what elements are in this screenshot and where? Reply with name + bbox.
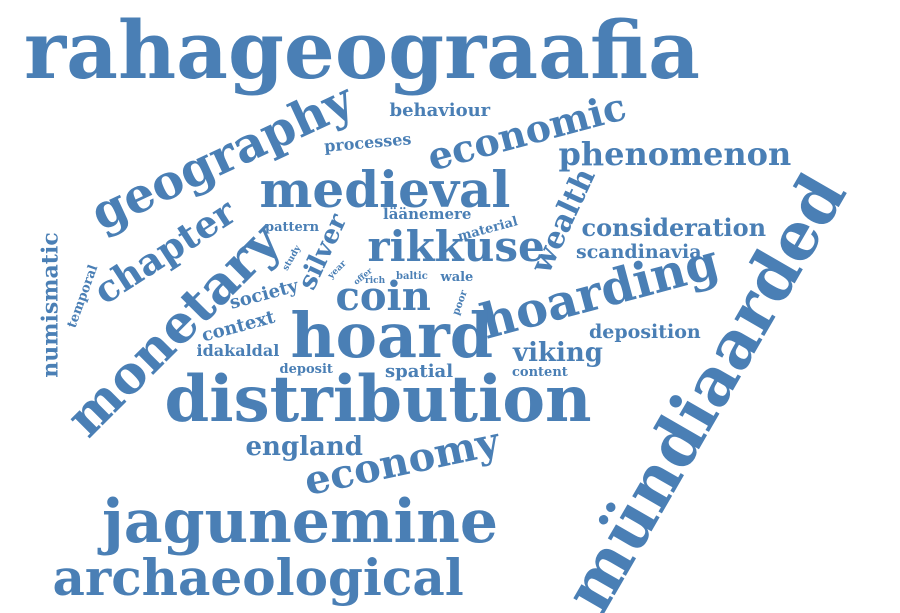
word-behaviour: behaviour	[389, 100, 491, 121]
word-archaeological: archaeological	[52, 548, 464, 607]
word-content: content	[512, 364, 568, 380]
word-numismatic: numismatic	[37, 232, 64, 378]
word-processes: processes	[322, 129, 412, 156]
word-distribution: distribution	[164, 362, 592, 437]
word-laanemere: läänemere	[383, 204, 472, 223]
word-deposit: deposit	[279, 361, 333, 377]
word-phenomenon: phenomenon	[558, 135, 792, 173]
word-idakaldal: idakaldal	[196, 341, 280, 360]
word-medieval: medieval	[259, 160, 511, 219]
word-consideration: consideration	[581, 213, 767, 242]
word-wale: wale	[440, 269, 474, 285]
word-scandinavia: scandinavia	[576, 240, 702, 263]
word-coin: coin	[335, 273, 431, 320]
word-pattern: pattern	[265, 219, 320, 235]
word-england: england	[245, 432, 363, 462]
word-hoard: hoard	[290, 299, 494, 372]
word-viking: viking	[513, 338, 603, 368]
word-deposition: deposition	[589, 320, 701, 343]
word-jagunemine: jagunemine	[102, 487, 499, 557]
word-rich: rich	[365, 275, 386, 286]
word-rikkuse: rikkuse	[367, 222, 545, 271]
word-spatial: spatial	[385, 361, 454, 382]
word-baltic: baltic	[396, 271, 428, 282]
word-rahageograafia: rahageograafia	[24, 3, 700, 97]
